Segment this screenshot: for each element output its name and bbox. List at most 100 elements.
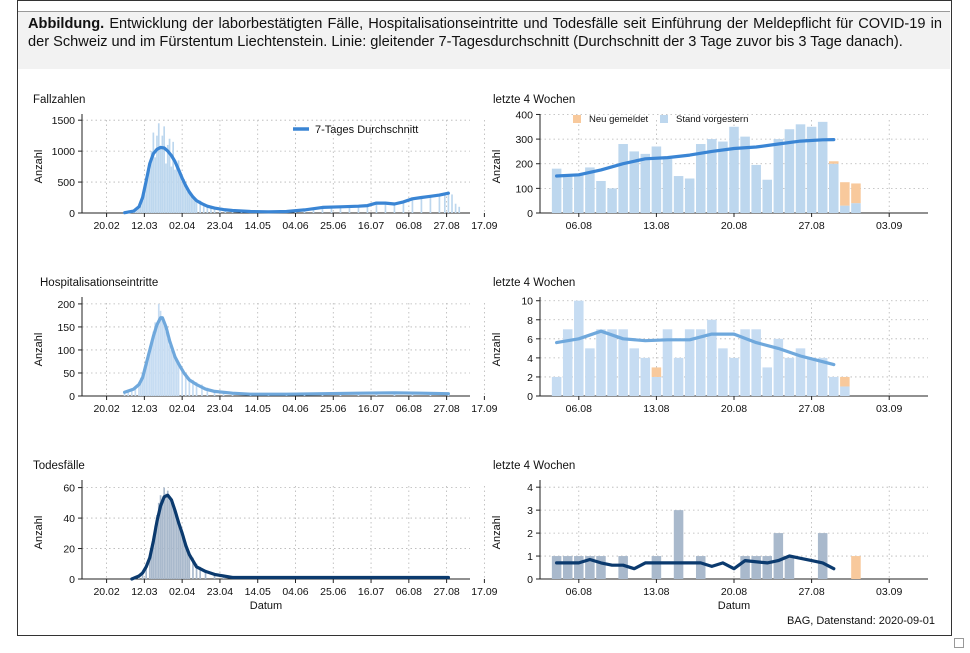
day-bar xyxy=(618,329,628,396)
day-bar xyxy=(684,329,695,396)
daily-bar xyxy=(312,208,315,213)
day-bar xyxy=(585,167,595,213)
daily-bar xyxy=(186,548,189,579)
full-period-chart-3: Todesfälle 0 20 40 60 20.02 12.03 02.04 23.04 14.… xyxy=(33,460,498,612)
y-tick-label: 150 xyxy=(57,322,75,334)
day-bar xyxy=(840,205,850,213)
daily-bar xyxy=(222,392,225,396)
daily-bar xyxy=(190,194,192,213)
x-tick-label: 13.08 xyxy=(643,403,669,415)
daily-bar xyxy=(181,368,183,396)
day-bar xyxy=(762,179,773,213)
daily-bar xyxy=(152,132,155,213)
day-bar xyxy=(673,176,684,213)
x-tick-label: 03.09 xyxy=(876,220,902,232)
x-tick-label: 06.08 xyxy=(396,220,422,232)
x-tick-label: 12.03 xyxy=(131,403,157,415)
day-bar xyxy=(695,329,706,396)
day-bar xyxy=(751,329,761,396)
daily-bar xyxy=(201,384,203,396)
daily-bar xyxy=(177,363,180,396)
day-bar xyxy=(806,357,817,396)
daily-bar xyxy=(202,203,205,213)
daily-bar xyxy=(210,206,212,213)
x-tick-label: 13.08 xyxy=(643,586,669,598)
daily-bar xyxy=(339,206,342,213)
x-tick-label: 23.04 xyxy=(207,403,233,415)
source-note: BAG, Datenstand: 2020-09-01 xyxy=(787,615,935,627)
x-tick-label: 06.08 xyxy=(566,586,592,598)
day-bar xyxy=(662,329,673,396)
day-bar xyxy=(840,386,850,396)
daily-bar xyxy=(219,209,221,213)
x-tick-label: 17.09 xyxy=(471,403,497,415)
daily-bar xyxy=(150,151,153,213)
daily-bar xyxy=(199,566,201,579)
daily-bar xyxy=(165,163,167,213)
day-bar xyxy=(795,124,806,213)
x-tick-label: 12.03 xyxy=(131,220,157,232)
daily-bar xyxy=(148,556,151,579)
daily-bar xyxy=(147,354,149,396)
daily-bar xyxy=(130,389,133,396)
day-bar xyxy=(574,556,584,579)
daily-bar xyxy=(172,505,174,579)
y-tick-label: 100 xyxy=(515,183,533,195)
daily-bar xyxy=(138,208,140,213)
daily-bar xyxy=(192,557,194,579)
daily-bar xyxy=(174,169,176,213)
y-tick-label: 2 xyxy=(527,528,533,540)
daily-bar xyxy=(170,349,173,396)
daily-bar xyxy=(411,198,414,213)
daily-bar xyxy=(161,499,164,579)
day-bar xyxy=(574,173,584,213)
day-bar xyxy=(718,348,728,396)
daily-bar xyxy=(184,542,187,579)
daily-bar xyxy=(143,368,146,396)
x-tick-label: 20.08 xyxy=(721,403,747,415)
daily-bar xyxy=(138,382,140,396)
y-axis-label: Anzahl xyxy=(491,150,503,184)
chart-title: Fallzahlen xyxy=(33,94,85,106)
daily-bar xyxy=(213,390,216,396)
x-tick-label: 23.04 xyxy=(207,220,233,232)
y-tick-label: 200 xyxy=(515,159,533,171)
daily-bar xyxy=(159,310,162,396)
day-bar xyxy=(817,533,828,579)
last-4-weeks-chart-1: letzte 4 Wochen 0 100 200 300 400 06.08 13.08 20… xyxy=(491,94,928,232)
daily-bar xyxy=(393,203,396,213)
day-bar xyxy=(718,141,728,213)
x-tick-label: 17.09 xyxy=(471,220,497,232)
seven-day-average-line xyxy=(554,329,836,367)
daily-bar xyxy=(166,490,169,579)
y-tick-label: 0 xyxy=(527,391,533,403)
day-bar xyxy=(551,556,562,579)
resize-handle[interactable] xyxy=(954,638,964,648)
y-tick-label: 60 xyxy=(63,483,75,495)
daily-bar xyxy=(199,200,201,213)
x-axis-label: Datum xyxy=(250,600,282,612)
y-axis-label: Anzahl xyxy=(33,516,45,550)
day-bar xyxy=(562,329,573,396)
daily-bar xyxy=(451,194,453,213)
y-tick-label: 2 xyxy=(527,372,533,384)
last-4-weeks-chart-3: letzte 4 Wochen 0 1 2 3 4 06.08 13.08 20.08 27.08… xyxy=(491,460,928,612)
full-period-chart-1: Fallzahlen 0 500 1000 1500 20.02 12.03 02.04 23.… xyxy=(33,94,498,232)
day-bar xyxy=(762,556,773,579)
daily-bar xyxy=(156,515,158,579)
day-bar xyxy=(551,376,562,396)
y-axis-label: Anzahl xyxy=(491,333,503,367)
newly-reported-bar xyxy=(829,161,839,164)
newly-reported-bar xyxy=(851,556,861,579)
daily-bar xyxy=(163,322,165,396)
daily-bar xyxy=(141,372,144,396)
daily-bar xyxy=(438,194,441,213)
daily-bar xyxy=(161,320,164,396)
day-bar xyxy=(751,556,761,579)
x-tick-label: 12.03 xyxy=(131,586,157,598)
day-bar xyxy=(740,136,750,213)
daily-bar xyxy=(157,123,160,213)
day-bar xyxy=(762,367,773,396)
x-tick-label: 27.08 xyxy=(798,403,824,415)
